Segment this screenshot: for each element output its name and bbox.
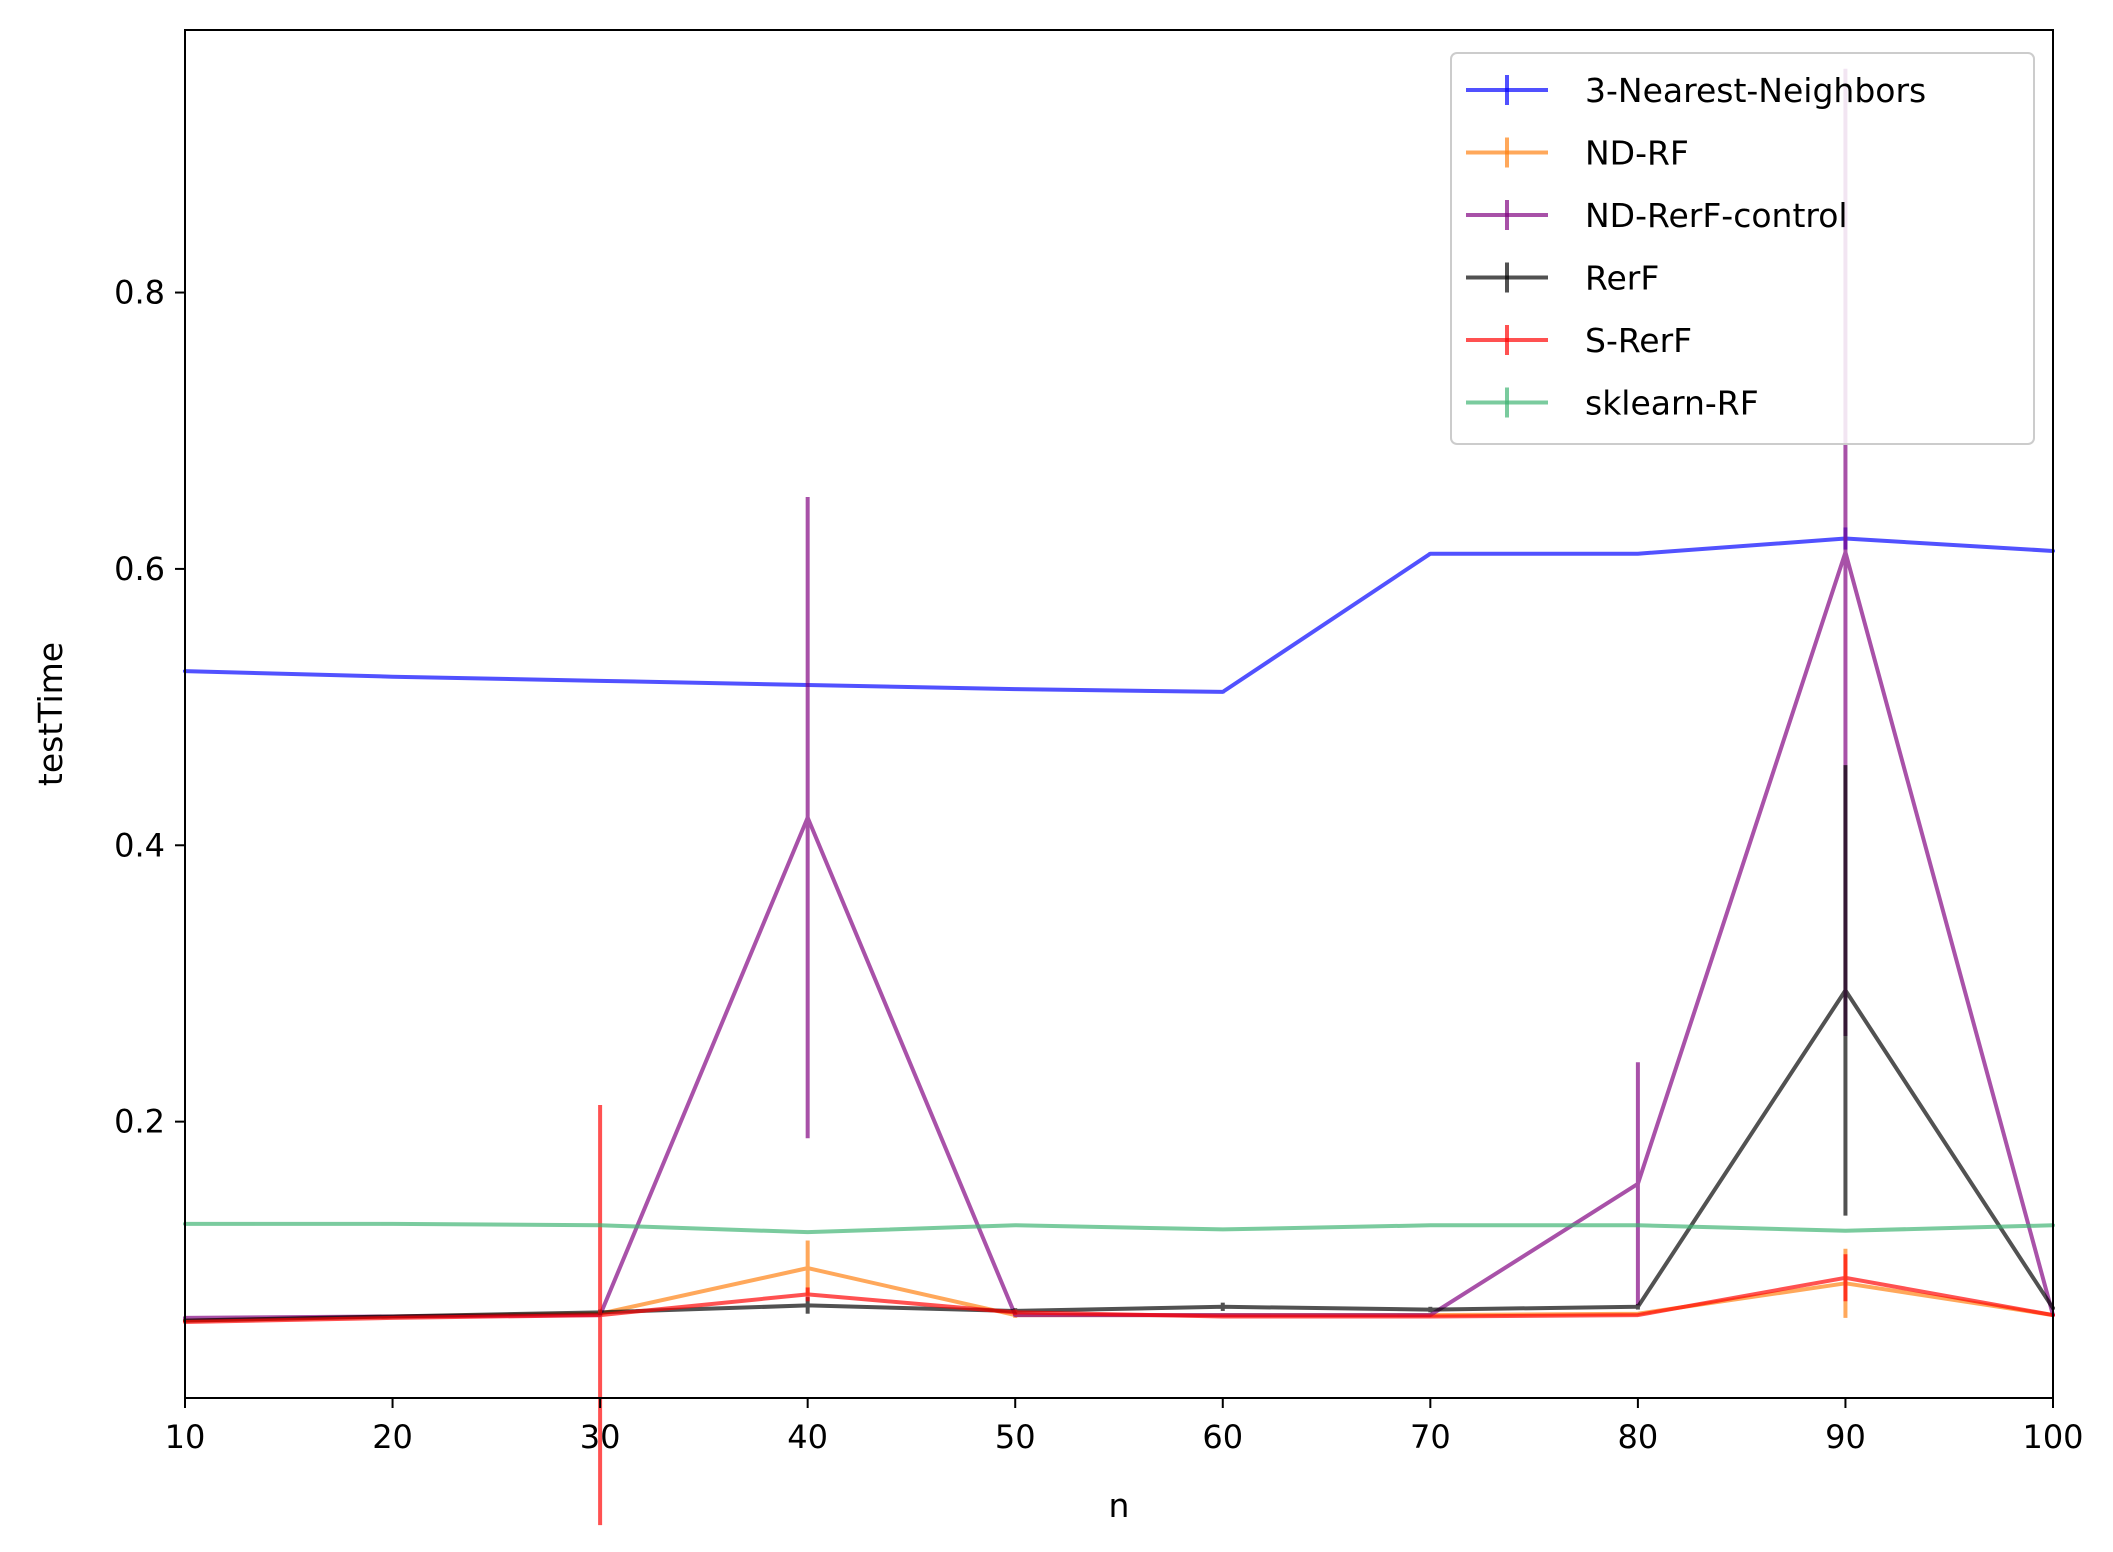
series-line-0 [184,536,2054,694]
legend-label-5: sklearn-RF [1585,384,1759,423]
series-line-3 [184,988,2055,1323]
x-axis-label: n [1109,1486,1130,1525]
x-axis: 10 20 30 40 50 60 70 80 90 100 [165,1398,2084,1456]
series-line-2 [184,550,2055,1320]
x-tick-label-60: 60 [1202,1418,1243,1456]
legend-label-0: 3-Nearest-Neighbors [1585,71,1926,110]
y-tick-label-0.2: 0.2 [114,1103,165,1141]
legend-item-3: RerF [1466,259,1659,298]
legend-item-5: sklearn-RF [1466,384,1759,423]
y-tick-label-0.4: 0.4 [114,826,165,864]
x-tick-label-70: 70 [1410,1418,1451,1456]
legend-label-1: ND-RF [1585,134,1689,173]
series-4 [183,1105,2055,1526]
legend-item-2: ND-RerF-control [1466,196,1848,235]
series-5 [183,1221,2055,1235]
series-3 [183,765,2055,1323]
y-axis: 0.2 0.4 0.6 0.8 [114,274,185,1141]
x-tick-label-10: 10 [165,1418,206,1456]
x-tick-label-80: 80 [1618,1418,1659,1456]
series-line-4 [184,1275,2054,1324]
legend-item-1: ND-RF [1466,134,1689,173]
legend-box [1450,52,2035,445]
legend-item-4: S-RerF [1466,321,1692,360]
x-tick-label-40: 40 [787,1418,828,1456]
x-tick-label-50: 50 [995,1418,1036,1456]
plot-area-frame [184,29,2054,1399]
y-axis-label: testTime [31,642,70,786]
series-0 [183,527,2055,694]
x-tick-label-30: 30 [580,1418,621,1456]
legend: 3-Nearest-Neighbors ND-RF ND-RerF-control R… [1450,52,2035,445]
series-layer [183,68,2055,1526]
legend-label-3: RerF [1585,259,1659,298]
x-tick-label-20: 20 [372,1418,413,1456]
series-line-5 [185,1221,2054,1235]
legend-item-0: 3-Nearest-Neighbors [1466,71,1926,110]
legend-label-4: S-RerF [1585,321,1692,360]
x-tick-label-100: 100 [2022,1418,2083,1456]
x-tick-label-90: 90 [1825,1418,1866,1456]
y-tick-label-0.8: 0.8 [114,274,165,312]
y-tick-label-0.6: 0.6 [114,550,165,588]
legend-label-2: ND-RerF-control [1585,196,1848,235]
